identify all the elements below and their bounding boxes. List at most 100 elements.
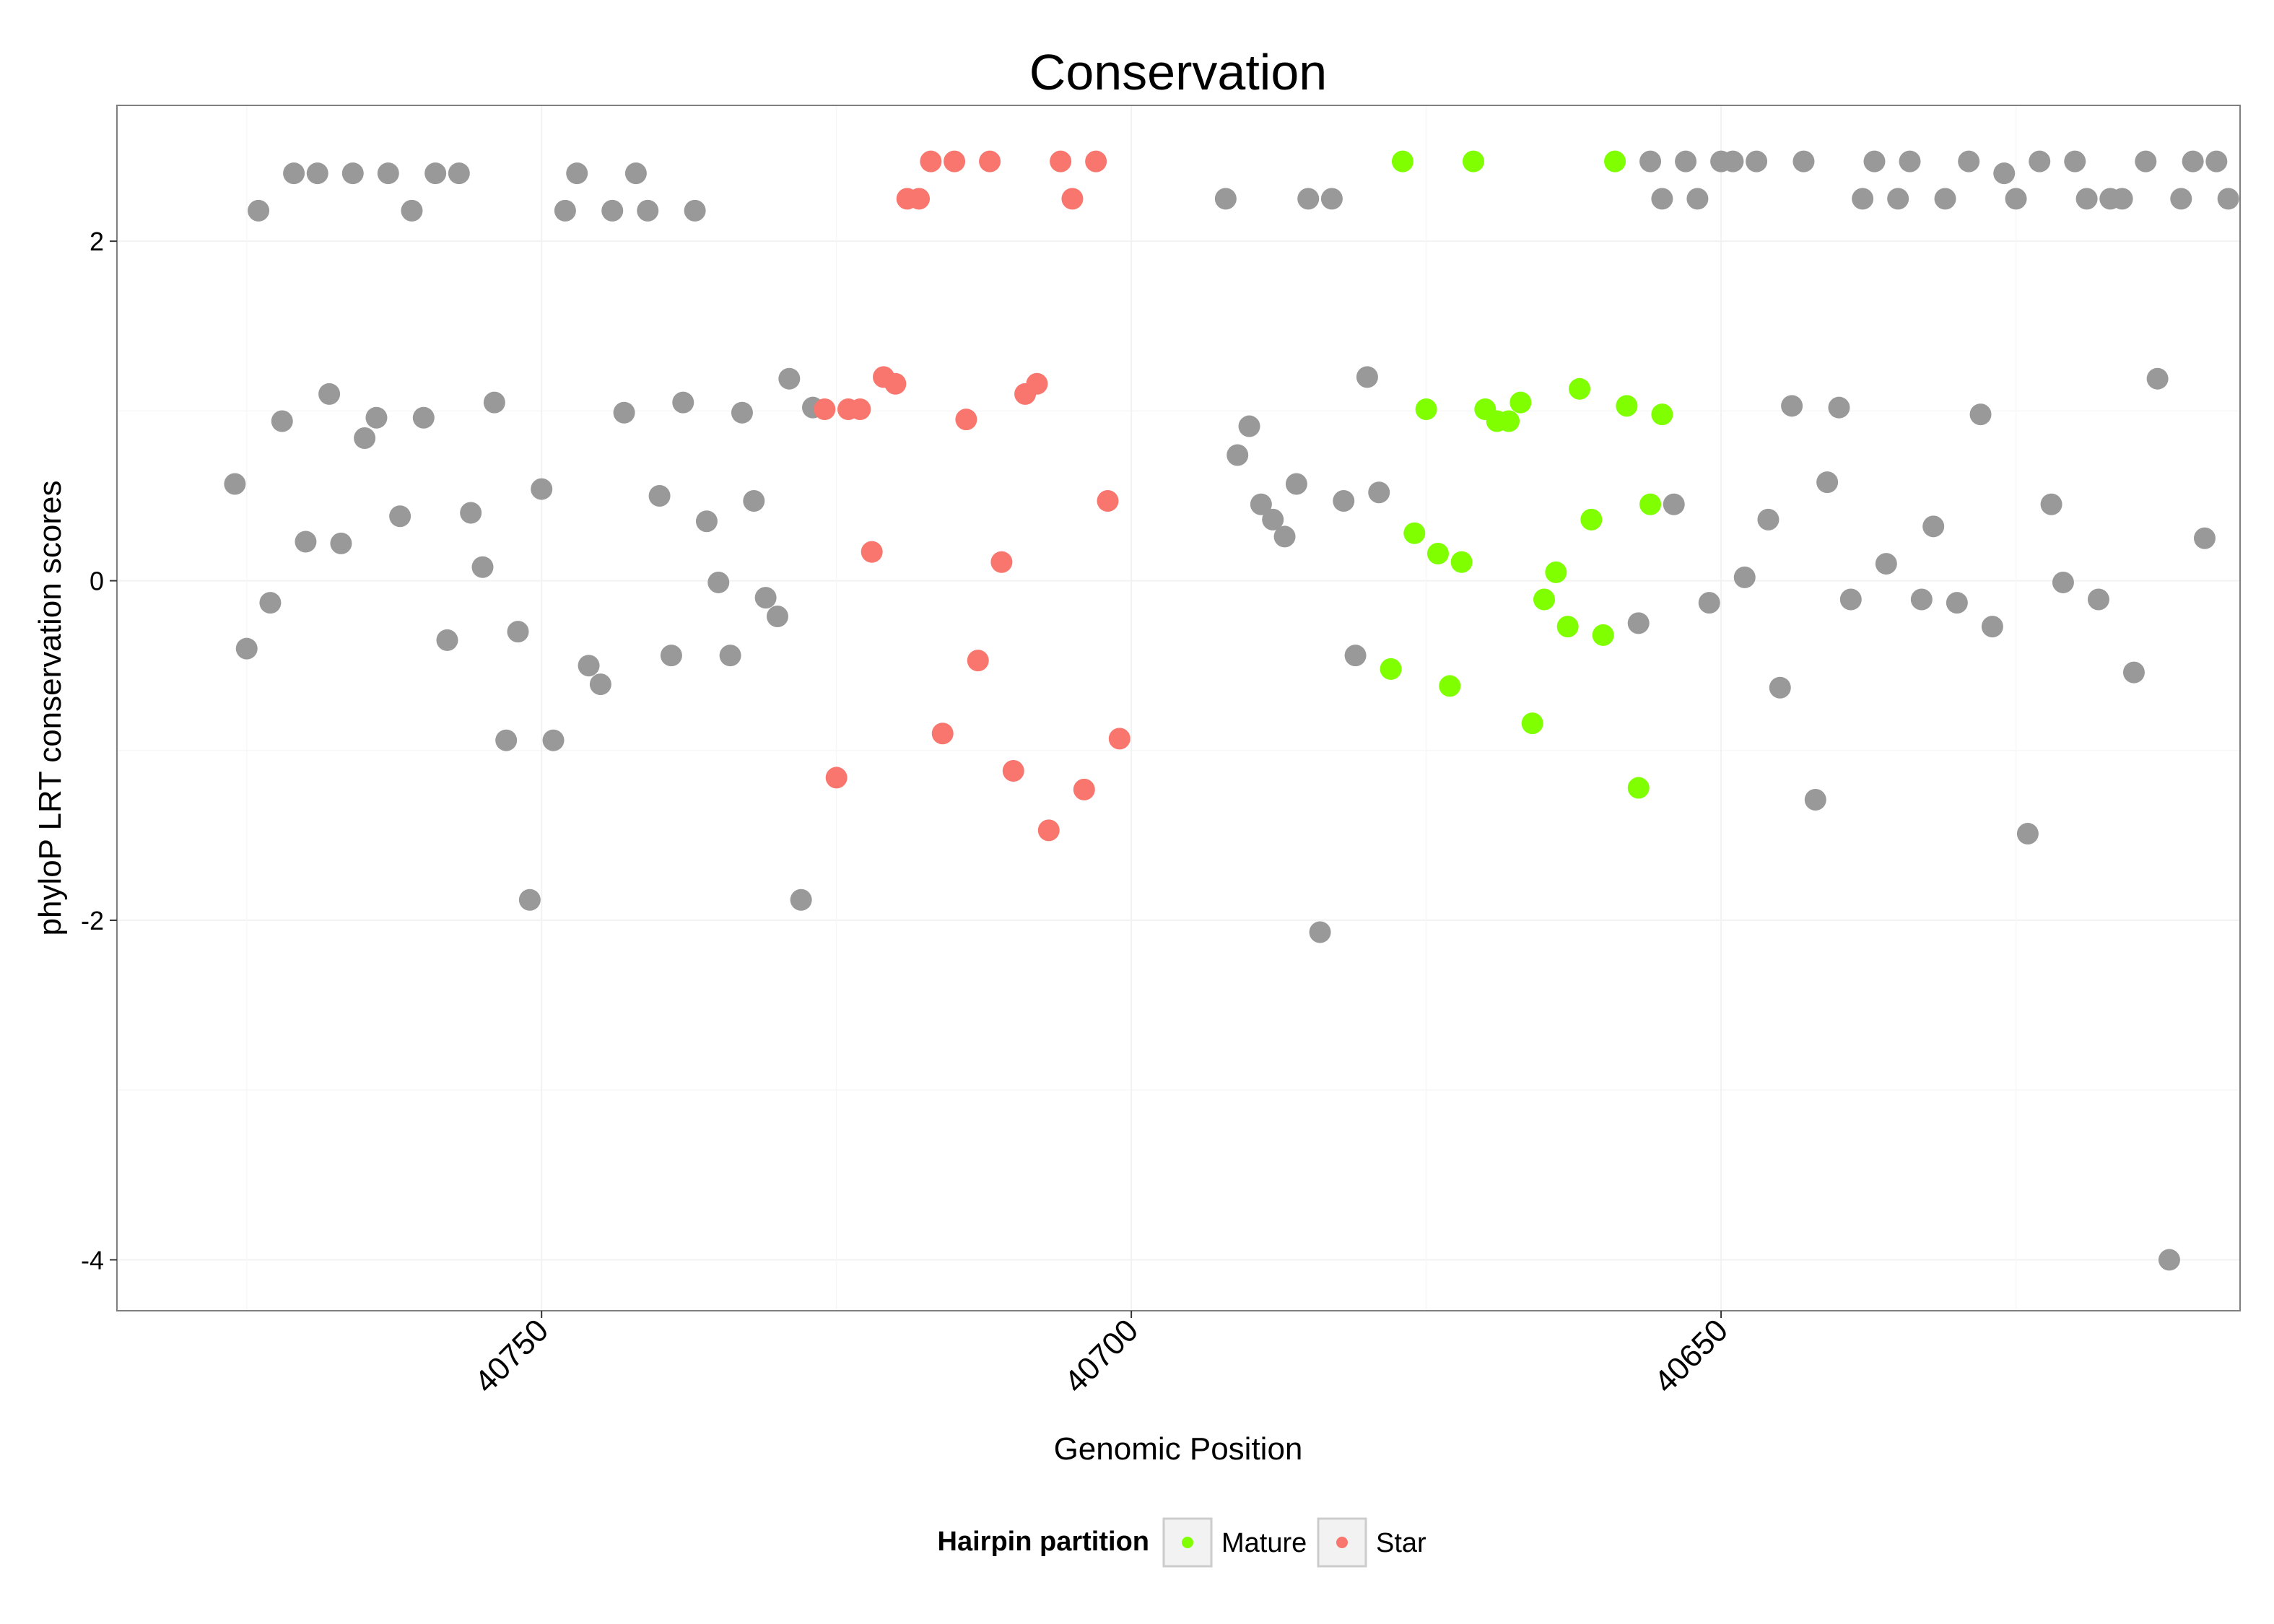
point-other bbox=[1769, 676, 1791, 699]
point-other bbox=[2158, 1249, 2180, 1271]
point-other bbox=[1368, 481, 1390, 504]
y-tick-label: -2 bbox=[81, 906, 104, 935]
point-star bbox=[1037, 819, 1060, 842]
point-other bbox=[2122, 661, 2145, 684]
legend-label-star: Star bbox=[1376, 1528, 1426, 1558]
point-star bbox=[955, 409, 977, 431]
point-other bbox=[1781, 395, 1803, 417]
point-star bbox=[1002, 760, 1024, 782]
point-other bbox=[2016, 823, 2039, 845]
point-mature bbox=[1604, 150, 1626, 173]
point-other bbox=[483, 391, 505, 414]
point-other bbox=[1746, 150, 1768, 173]
point-other bbox=[554, 199, 576, 222]
point-other bbox=[2135, 150, 2157, 173]
point-other bbox=[1344, 645, 1367, 667]
point-star bbox=[1097, 490, 1119, 512]
point-other bbox=[2111, 188, 2133, 210]
point-other bbox=[448, 162, 470, 185]
point-other bbox=[2087, 588, 2109, 611]
point-other bbox=[2170, 188, 2192, 210]
point-other bbox=[1804, 789, 1826, 811]
point-other bbox=[1663, 493, 1685, 515]
point-other bbox=[1227, 444, 1249, 466]
point-other bbox=[695, 510, 718, 533]
point-other bbox=[2052, 571, 2074, 593]
point-other bbox=[271, 410, 293, 432]
point-other bbox=[471, 556, 494, 578]
point-other bbox=[1250, 493, 1272, 515]
point-other bbox=[377, 162, 399, 185]
point-other bbox=[589, 673, 611, 696]
point-other bbox=[778, 367, 801, 390]
point-star bbox=[861, 541, 883, 563]
point-mature bbox=[1415, 398, 1437, 421]
point-other bbox=[1297, 188, 1320, 210]
point-other bbox=[1722, 150, 1744, 173]
point-other bbox=[613, 401, 635, 424]
point-star bbox=[931, 722, 954, 745]
grid-lines bbox=[117, 105, 2240, 1311]
legend-title: Hairpin partition bbox=[938, 1527, 1149, 1557]
x-tick-label: 40750 bbox=[468, 1312, 555, 1400]
point-other bbox=[1981, 616, 2003, 638]
point-other bbox=[1792, 150, 1815, 173]
point-mature bbox=[1580, 508, 1603, 531]
point-other bbox=[412, 406, 435, 429]
point-mature bbox=[1651, 403, 1673, 426]
point-star bbox=[1108, 728, 1131, 750]
point-other bbox=[1993, 162, 2016, 185]
point-mature bbox=[1556, 616, 1579, 638]
y-tick-label: 0 bbox=[90, 567, 104, 596]
point-other bbox=[1214, 188, 1237, 210]
point-other bbox=[1852, 188, 1874, 210]
point-other bbox=[1934, 188, 1956, 210]
point-other bbox=[790, 889, 812, 911]
point-other bbox=[318, 383, 341, 405]
point-other bbox=[295, 531, 317, 553]
point-other bbox=[1863, 150, 1886, 173]
point-other bbox=[2075, 188, 2098, 210]
point-mature bbox=[1391, 150, 1413, 173]
point-other bbox=[507, 621, 529, 643]
point-other bbox=[637, 199, 659, 222]
point-mature bbox=[1533, 588, 1556, 611]
point-other bbox=[2005, 188, 2027, 210]
point-other bbox=[542, 729, 565, 751]
point-other bbox=[283, 162, 305, 185]
point-other bbox=[1922, 515, 1945, 538]
point-other bbox=[2205, 150, 2228, 173]
point-other bbox=[1675, 150, 1697, 173]
point-star bbox=[1061, 188, 1084, 210]
point-other bbox=[719, 645, 741, 667]
point-star bbox=[908, 188, 931, 210]
point-other bbox=[1627, 612, 1650, 634]
point-other bbox=[1910, 588, 1933, 611]
point-mature bbox=[1545, 561, 1567, 583]
point-other bbox=[766, 605, 788, 627]
point-other bbox=[743, 490, 765, 512]
point-other bbox=[1686, 188, 1709, 210]
point-other bbox=[1946, 592, 1968, 614]
point-other bbox=[259, 592, 282, 614]
point-other bbox=[518, 889, 541, 911]
point-star bbox=[849, 398, 871, 421]
point-other bbox=[2146, 367, 2169, 390]
point-star bbox=[825, 767, 848, 789]
point-other bbox=[624, 162, 647, 185]
x-axis: 40750 40700 40650 bbox=[468, 1311, 1735, 1400]
point-other bbox=[235, 637, 258, 660]
point-star bbox=[944, 150, 966, 173]
point-other bbox=[648, 484, 671, 507]
plot-panel bbox=[116, 105, 2241, 1311]
point-star bbox=[920, 150, 942, 173]
point-mature bbox=[1592, 624, 1614, 646]
point-star bbox=[990, 551, 1013, 573]
point-star bbox=[884, 372, 907, 395]
point-other bbox=[1969, 403, 1992, 426]
point-other bbox=[1651, 188, 1673, 210]
x-tick-label: 40650 bbox=[1647, 1312, 1735, 1400]
point-mature bbox=[1627, 777, 1650, 799]
point-other bbox=[578, 655, 600, 677]
